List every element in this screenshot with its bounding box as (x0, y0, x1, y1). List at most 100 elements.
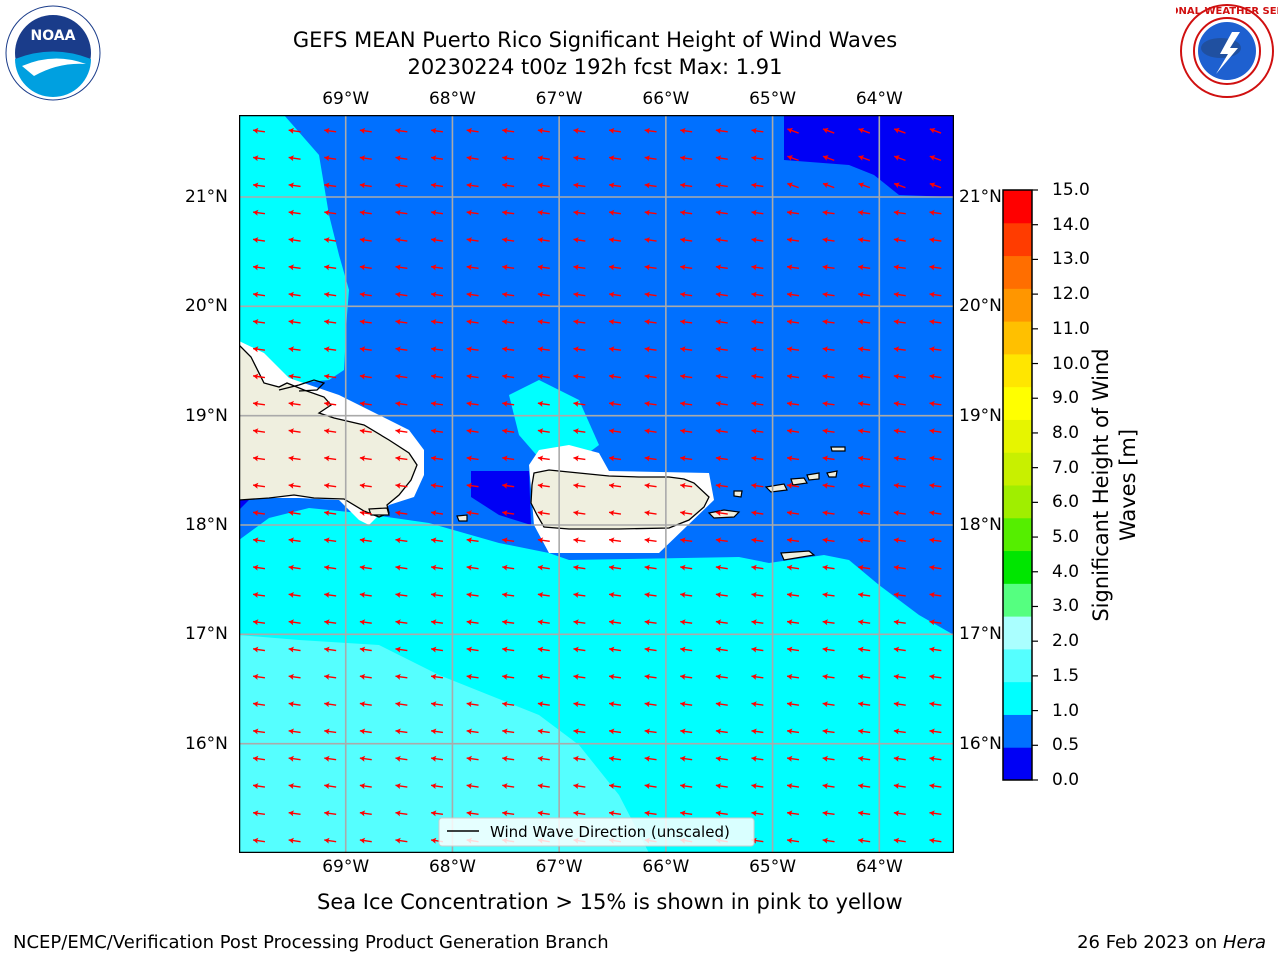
direction-arrow (893, 591, 906, 598)
lon-label-top: 65°W (749, 89, 797, 109)
direction-arrow (608, 155, 622, 162)
direction-arrow (929, 619, 942, 626)
direction-arrow (537, 783, 550, 790)
direction-arrow (252, 619, 266, 626)
direction-arrow (751, 482, 764, 489)
direction-arrow (715, 728, 728, 735)
direction-arrow (252, 127, 266, 134)
direction-arrow (715, 346, 728, 353)
direction-arrow (608, 400, 622, 407)
direction-arrow (502, 755, 515, 762)
direction-arrow (786, 400, 800, 407)
direction-arrow (893, 537, 906, 544)
direction-arrow (786, 755, 800, 762)
direction-arrow (822, 810, 835, 817)
direction-arrow (359, 291, 372, 298)
direction-arrow (430, 619, 444, 626)
direction-arrow (644, 564, 657, 571)
saona-island (368, 507, 390, 516)
direction-arrow (324, 237, 337, 244)
direction-arrow (502, 264, 515, 271)
direction-arrow (822, 455, 835, 462)
direction-arrow (929, 564, 942, 571)
direction-arrow (502, 810, 515, 817)
direction-arrow (680, 373, 693, 380)
direction-arrow (537, 646, 550, 653)
direction-arrow (858, 400, 871, 407)
direction-arrow (466, 564, 479, 571)
direction-arrow (858, 701, 871, 708)
direction-arrow (893, 810, 906, 817)
direction-arrow (288, 837, 301, 844)
direction-arrow (324, 783, 337, 790)
direction-arrow (573, 346, 586, 353)
direction-arrow (573, 783, 586, 790)
direction-arrow (359, 264, 372, 271)
direction-arrow (466, 537, 479, 544)
direction-arrow (858, 182, 871, 189)
direction-arrow (395, 455, 408, 462)
direction-arrow (786, 810, 800, 817)
direction-arrow (395, 209, 408, 216)
direction-arrow (929, 155, 942, 162)
direction-arrow (644, 182, 657, 189)
graticule (239, 115, 954, 853)
direction-arrow (573, 291, 586, 298)
direction-arrow (929, 455, 942, 462)
sea-region-0.0-0.5-west-pr (471, 471, 531, 525)
direction-arrow (893, 373, 906, 380)
direction-arrow (893, 318, 906, 325)
direction-arrow (680, 291, 693, 298)
direction-arrow (680, 455, 693, 462)
colorbar-tick-label: 4.0 (1052, 561, 1080, 582)
direction-arrow (858, 127, 871, 134)
direction-arrow (893, 291, 906, 298)
direction-arrow (430, 755, 444, 762)
direction-arrow (858, 564, 871, 571)
colorbar-segment (1003, 222, 1032, 257)
direction-arrow (608, 564, 622, 571)
direction-arrow (537, 209, 550, 216)
direction-arrow (858, 810, 871, 817)
direction-arrow (573, 455, 586, 462)
direction-arrow (324, 209, 337, 216)
map-legend: Wind Wave Direction (unscaled) (438, 817, 755, 847)
direction-arrow (252, 510, 266, 517)
direction-arrow (502, 673, 515, 680)
direction-arrow (573, 728, 586, 735)
direction-arrow (786, 209, 800, 216)
colorbar-tick-label: 1.0 (1052, 700, 1080, 721)
direction-arrow (573, 264, 586, 271)
direction-arrow (893, 264, 906, 271)
direction-arrow (430, 537, 444, 544)
direction-arrow (324, 318, 337, 325)
direction-arrow (822, 237, 835, 244)
direction-arrow (288, 209, 301, 216)
lon-label-bottom: 64°W (855, 857, 903, 877)
direction-arrow (395, 264, 408, 271)
direction-arrow (288, 346, 301, 353)
direction-arrow (430, 209, 444, 216)
direction-arrow (359, 237, 372, 244)
lat-label-left: 19°N (185, 405, 228, 426)
virgin-gorda-island (826, 470, 838, 478)
direction-arrow (608, 127, 622, 134)
direction-arrow (395, 318, 408, 325)
chart-subtitle: 20230224 t00z 192h fcst Max: 1.91 (407, 55, 783, 79)
direction-arrow (359, 537, 372, 544)
direction-arrow (252, 783, 266, 790)
direction-arrow (644, 482, 657, 489)
direction-arrow (395, 755, 408, 762)
direction-arrow (537, 537, 550, 544)
direction-arrow (858, 537, 871, 544)
lat-label-right: 21°N (959, 187, 1002, 207)
chart-title: GEFS MEAN Puerto Rico Significant Height… (292, 28, 898, 52)
direction-arrow (786, 783, 800, 790)
direction-arrow (680, 400, 693, 407)
direction-arrow (608, 646, 622, 653)
direction-arrow (430, 346, 444, 353)
colorbar-tick-label: 0.0 (1052, 770, 1080, 790)
tortola-island (806, 472, 820, 481)
direction-arrow (822, 783, 835, 790)
direction-arrow (644, 728, 657, 735)
